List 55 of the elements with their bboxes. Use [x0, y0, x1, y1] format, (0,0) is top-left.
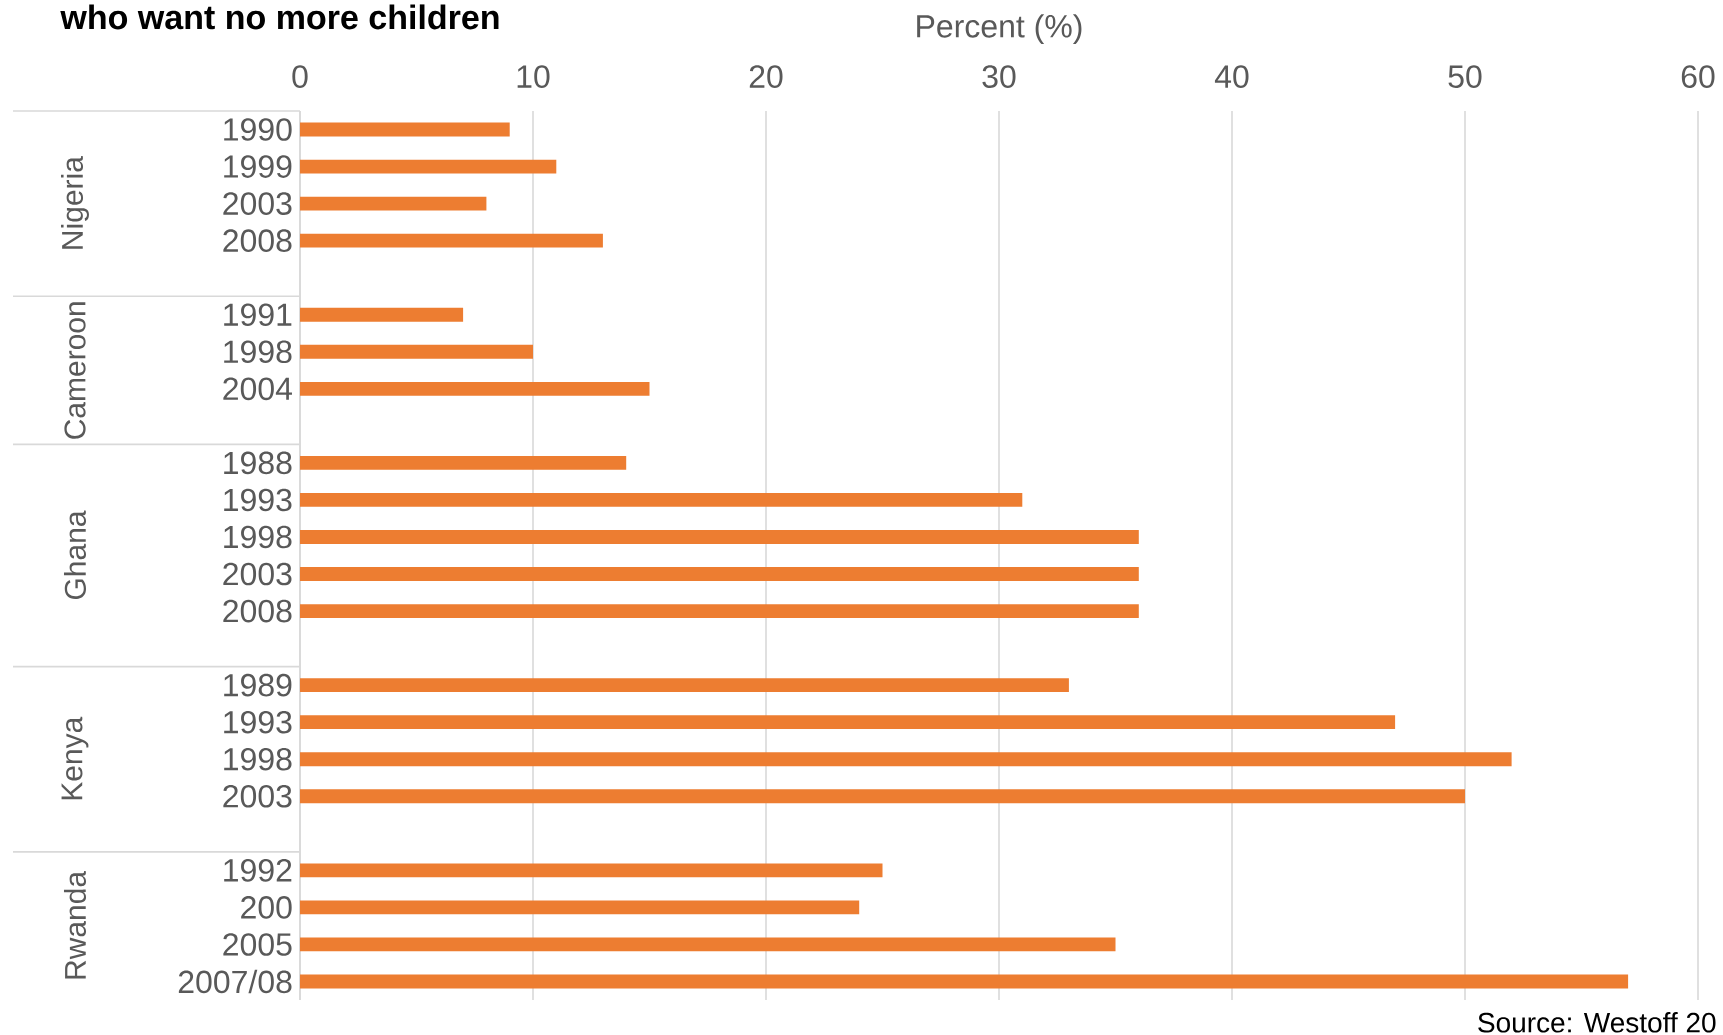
y-tick-label: 2008: [223, 599, 292, 623]
y-tick-label: 2008: [223, 229, 292, 252]
x-tick-label: 40: [1214, 65, 1249, 88]
text: Ghana: [63, 510, 87, 600]
bar: [300, 455, 627, 470]
text: Nigeria: [61, 156, 89, 249]
y-tick-label: 200: [241, 896, 292, 919]
y-tick-label: 1998: [224, 525, 292, 549]
bar: [300, 381, 650, 396]
bar: [300, 530, 1139, 544]
bar: [300, 789, 1465, 804]
bar: [300, 344, 533, 359]
bar: [300, 715, 1396, 730]
bar: [300, 937, 1116, 952]
text: Cameroon: [64, 302, 86, 439]
text: Rwanda: [63, 870, 87, 979]
bar: [300, 974, 1629, 989]
y-tick-label: 2007/08: [178, 969, 292, 994]
bar: [300, 752, 1512, 767]
bar: [300, 159, 557, 174]
y-tick-label: 2003: [223, 784, 292, 808]
y-tick-label: 2003: [223, 192, 292, 215]
bar: [300, 604, 1139, 618]
y-tick-label: 1999: [224, 155, 292, 178]
bar: [300, 678, 1069, 693]
bar: [300, 567, 1139, 581]
x-tick-label: 60: [1681, 65, 1715, 88]
x-tick-label: 20: [749, 65, 783, 88]
bar: [300, 863, 883, 878]
x-tick-label: 0: [292, 65, 308, 88]
y-tick-label: 1998: [224, 747, 292, 771]
source-note: Source: Westoff 20: [1478, 1012, 1716, 1033]
x-tick-label: 50: [1448, 65, 1482, 88]
y-tick-label: 1993: [224, 710, 292, 734]
y-tick-label: 2003: [223, 562, 292, 586]
text: Kenya: [61, 716, 89, 800]
y-tick-label: 2005: [223, 933, 292, 956]
y-tick-label: 1990: [224, 118, 292, 141]
bar: [300, 307, 464, 322]
y-tick-label: 1989: [224, 673, 292, 697]
chart-title: who want no more children: [60, 4, 499, 30]
bar: [300, 196, 487, 211]
bar: [300, 493, 1023, 507]
x-axis-title: Percent (%): [917, 14, 1082, 44]
y-tick-label: 1991: [224, 303, 292, 327]
bar: [300, 233, 603, 248]
bar: [300, 900, 860, 915]
y-tick-label: 2004: [223, 377, 292, 401]
bar: [300, 122, 510, 137]
y-tick-label: 1993: [224, 488, 292, 512]
x-tick-label: 30: [982, 65, 1016, 88]
y-tick-label: 1992: [224, 859, 292, 882]
y-tick-label: 1998: [224, 340, 292, 364]
x-tick-label: 10: [517, 65, 550, 88]
y-tick-label: 1988: [224, 451, 292, 475]
